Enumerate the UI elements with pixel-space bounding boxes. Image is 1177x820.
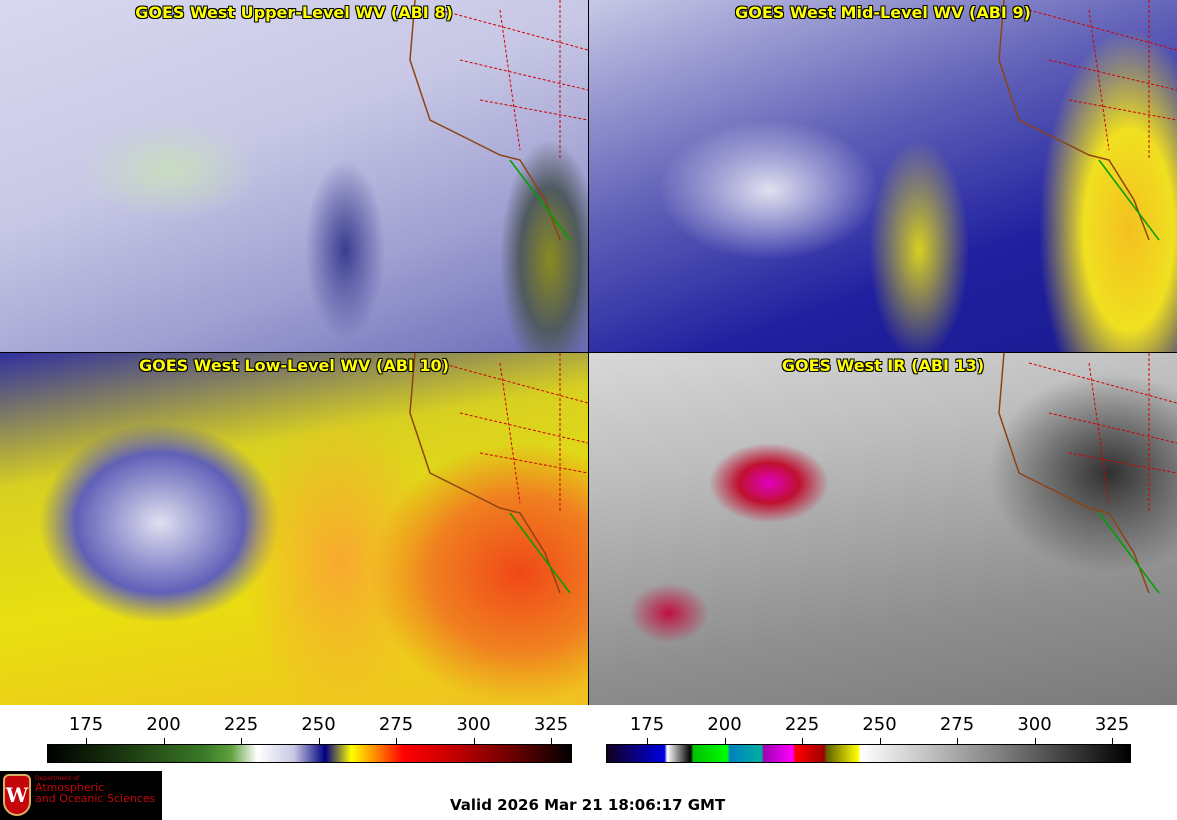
colorbar-tick [879, 738, 881, 744]
colorbar-tick-label: 175 [629, 714, 665, 735]
wv-colorbar [47, 744, 572, 763]
logo-dept-name: Atmospheric and Oceanic Sciences [35, 782, 155, 804]
ir-colorbar [606, 744, 1131, 763]
colorbar-tick-label: 275 [939, 714, 975, 735]
colorbar-tick [473, 738, 475, 744]
colorbar-tick [802, 738, 803, 744]
colorbar-tick-label: 175 [68, 714, 104, 735]
colorbar-tick-label: 275 [378, 714, 414, 735]
colorbar-tick-label: 225 [223, 714, 259, 735]
logo-line2: Atmospheric [35, 781, 105, 794]
logo-dept-line: Department of [35, 775, 79, 782]
coastline-overlay [998, 0, 1177, 241]
colorbar-tick-label: 325 [1094, 714, 1130, 735]
panel-upper-level-wv: GOES West Upper-Level WV (ABI 8) [0, 0, 588, 352]
colorbar-tick [163, 738, 165, 744]
colorbar-tick-label: 300 [1017, 714, 1052, 735]
panel-divider [0, 352, 1177, 353]
colorbar-tick-label: 250 [301, 714, 336, 735]
colorbar-tick-label: 225 [784, 714, 820, 735]
colorbar-tick [241, 738, 242, 744]
coastline-overlay [409, 353, 588, 594]
colorbar-tick-label: 200 [707, 714, 742, 735]
colorbar-tick [1034, 738, 1036, 744]
coastline-overlay [998, 353, 1177, 594]
colorbar-tick-label: 300 [456, 714, 491, 735]
panel-title: GOES West IR (ABI 13) [781, 356, 985, 375]
colorbar-tick [318, 738, 320, 744]
panel-title: GOES West Mid-Level WV (ABI 9) [735, 3, 1031, 22]
colorbar-tick [647, 738, 648, 744]
colorbar-tick [1112, 738, 1113, 744]
panel-title: GOES West Upper-Level WV (ABI 8) [135, 3, 453, 22]
uw-seal-icon: W [3, 774, 31, 816]
colorbar-tick [957, 738, 958, 744]
colorbar-tick-label: 325 [533, 714, 569, 735]
colorbar-tick-label: 200 [146, 714, 181, 735]
panel-mid-level-wv: GOES West Mid-Level WV (ABI 9) [589, 0, 1177, 352]
aos-logo: W Department of Atmospheric and Oceanic S… [0, 771, 162, 820]
colorbar-tick [724, 738, 726, 744]
colorbar-tick [86, 738, 87, 744]
colorbar-tick [396, 738, 397, 744]
panel-title: GOES West Low-Level WV (ABI 10) [138, 356, 449, 375]
logo-line3: and Oceanic Sciences [35, 792, 156, 805]
panel-low-level-wv: GOES West Low-Level WV (ABI 10) [0, 353, 588, 705]
valid-time: Valid 2026 Mar 21 18:06:17 GMT [450, 796, 726, 814]
panel-infrared: GOES West IR (ABI 13) [589, 353, 1177, 705]
coastline-overlay [409, 0, 588, 241]
colorbar-tick-label: 250 [862, 714, 897, 735]
colorbar-tick [551, 738, 552, 744]
